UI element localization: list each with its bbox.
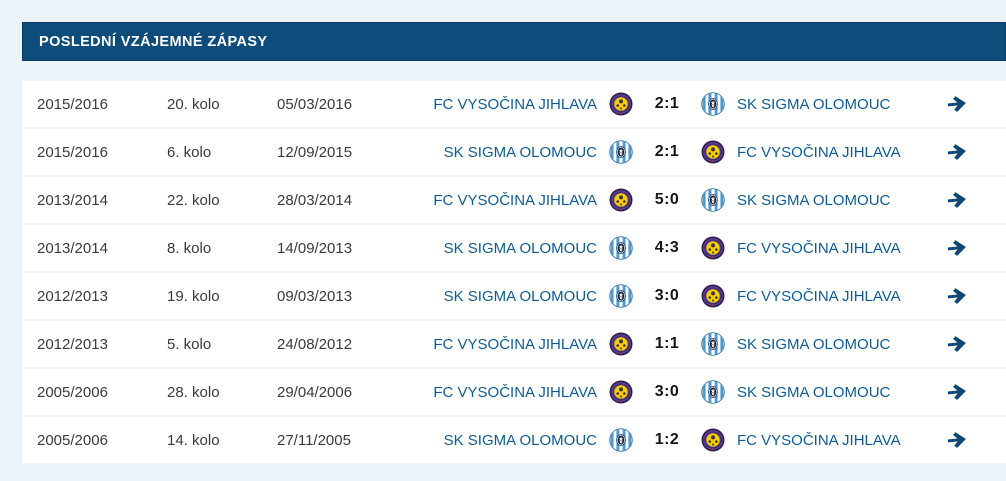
- match-round: 5. kolo: [167, 335, 212, 353]
- away-team-logo-icon: [701, 140, 725, 164]
- match-season: 2015/2016: [37, 143, 108, 161]
- match-date: 28/03/2014: [277, 191, 353, 209]
- match-round: 28. kolo: [167, 383, 220, 401]
- match-date: 14/09/2013: [277, 239, 353, 257]
- match-round: 14. kolo: [167, 431, 220, 449]
- match-season: 2012/2013: [37, 335, 108, 353]
- match-date: 29/04/2006: [277, 383, 353, 401]
- match-row[interactable]: 2012/2013 19. kolo 09/03/2013 SK SIGMA O…: [22, 273, 1006, 319]
- match-list: 2015/2016 20. kolo 05/03/2016 FC VYSOČIN…: [22, 81, 1006, 463]
- home-team-name[interactable]: FC VYSOČINA JIHLAVA: [433, 191, 597, 209]
- match-date: 24/08/2012: [277, 335, 353, 353]
- home-team-name[interactable]: SK SIGMA OLOMOUC: [443, 287, 597, 305]
- away-team-name[interactable]: FC VYSOČINA JIHLAVA: [737, 143, 901, 161]
- away-team-name[interactable]: SK SIGMA OLOMOUC: [737, 95, 891, 113]
- match-date: 05/03/2016: [277, 95, 353, 113]
- home-team-logo-icon: [609, 92, 633, 116]
- home-team-name[interactable]: SK SIGMA OLOMOUC: [443, 431, 597, 449]
- match-date: 09/03/2013: [277, 287, 353, 305]
- home-team-name[interactable]: FC VYSOČINA JIHLAVA: [433, 383, 597, 401]
- arrow-right-icon[interactable]: [946, 237, 968, 259]
- match-score: 3:0: [654, 383, 680, 400]
- match-score: 5:0: [654, 191, 680, 208]
- match-score: 1:2: [654, 431, 680, 448]
- match-row[interactable]: 2005/2006 14. kolo 27/11/2005 SK SIGMA O…: [22, 417, 1006, 463]
- away-team-logo-icon: [701, 284, 725, 308]
- arrow-right-icon[interactable]: [946, 429, 968, 451]
- away-team-logo-icon: [701, 428, 725, 452]
- match-round: 19. kolo: [167, 287, 220, 305]
- match-row[interactable]: 2005/2006 28. kolo 29/04/2006 FC VYSOČIN…: [22, 369, 1006, 415]
- away-team-logo-icon: [701, 92, 725, 116]
- away-team-name[interactable]: SK SIGMA OLOMOUC: [737, 335, 891, 353]
- match-score: 2:1: [654, 95, 680, 112]
- arrow-right-icon[interactable]: [946, 93, 968, 115]
- home-team-logo-icon: [609, 428, 633, 452]
- match-date: 12/09/2015: [277, 143, 353, 161]
- match-score: 4:3: [654, 239, 680, 256]
- match-round: 22. kolo: [167, 191, 220, 209]
- match-date: 27/11/2005: [277, 431, 351, 449]
- section-header: POSLEDNÍ VZÁJEMNÉ ZÁPASY: [22, 22, 1006, 61]
- arrow-right-icon[interactable]: [946, 141, 968, 163]
- match-season: 2015/2016: [37, 95, 108, 113]
- arrow-right-icon[interactable]: [946, 285, 968, 307]
- away-team-logo-icon: [701, 236, 725, 260]
- away-team-logo-icon: [701, 380, 725, 404]
- match-score: 2:1: [654, 143, 680, 160]
- match-season: 2013/2014: [37, 191, 108, 209]
- match-season: 2013/2014: [37, 239, 108, 257]
- match-season: 2005/2006: [37, 383, 108, 401]
- match-round: 6. kolo: [167, 143, 212, 161]
- home-team-name[interactable]: FC VYSOČINA JIHLAVA: [433, 335, 597, 353]
- section-title: POSLEDNÍ VZÁJEMNÉ ZÁPASY: [39, 33, 268, 50]
- match-season: 2012/2013: [37, 287, 108, 305]
- match-row[interactable]: 2015/2016 6. kolo 12/09/2015 SK SIGMA OL…: [22, 129, 1006, 175]
- home-team-logo-icon: [609, 332, 633, 356]
- arrow-right-icon[interactable]: [946, 381, 968, 403]
- match-score: 3:0: [654, 287, 680, 304]
- away-team-name[interactable]: SK SIGMA OLOMOUC: [737, 191, 891, 209]
- match-round: 8. kolo: [167, 239, 212, 257]
- home-team-name[interactable]: SK SIGMA OLOMOUC: [443, 239, 597, 257]
- match-score: 1:1: [654, 335, 680, 352]
- away-team-logo-icon: [701, 332, 725, 356]
- match-round: 20. kolo: [167, 95, 220, 113]
- arrow-right-icon[interactable]: [946, 189, 968, 211]
- away-team-name[interactable]: FC VYSOČINA JIHLAVA: [737, 239, 901, 257]
- home-team-logo-icon: [609, 140, 633, 164]
- home-team-logo-icon: [609, 380, 633, 404]
- match-row[interactable]: 2013/2014 8. kolo 14/09/2013 SK SIGMA OL…: [22, 225, 1006, 271]
- home-team-name[interactable]: FC VYSOČINA JIHLAVA: [433, 95, 597, 113]
- match-row[interactable]: 2012/2013 5. kolo 24/08/2012 FC VYSOČINA…: [22, 321, 1006, 367]
- away-team-logo-icon: [701, 188, 725, 212]
- head-to-head-panel: POSLEDNÍ VZÁJEMNÉ ZÁPASY 2015/2016 20. k…: [22, 22, 1006, 465]
- match-row[interactable]: 2015/2016 20. kolo 05/03/2016 FC VYSOČIN…: [22, 81, 1006, 127]
- home-team-logo-icon: [609, 188, 633, 212]
- match-season: 2005/2006: [37, 431, 108, 449]
- home-team-logo-icon: [609, 284, 633, 308]
- away-team-name[interactable]: FC VYSOČINA JIHLAVA: [737, 431, 901, 449]
- away-team-name[interactable]: SK SIGMA OLOMOUC: [737, 383, 891, 401]
- away-team-name[interactable]: FC VYSOČINA JIHLAVA: [737, 287, 901, 305]
- arrow-right-icon[interactable]: [946, 333, 968, 355]
- home-team-name[interactable]: SK SIGMA OLOMOUC: [443, 143, 597, 161]
- match-row[interactable]: 2013/2014 22. kolo 28/03/2014 FC VYSOČIN…: [22, 177, 1006, 223]
- home-team-logo-icon: [609, 236, 633, 260]
